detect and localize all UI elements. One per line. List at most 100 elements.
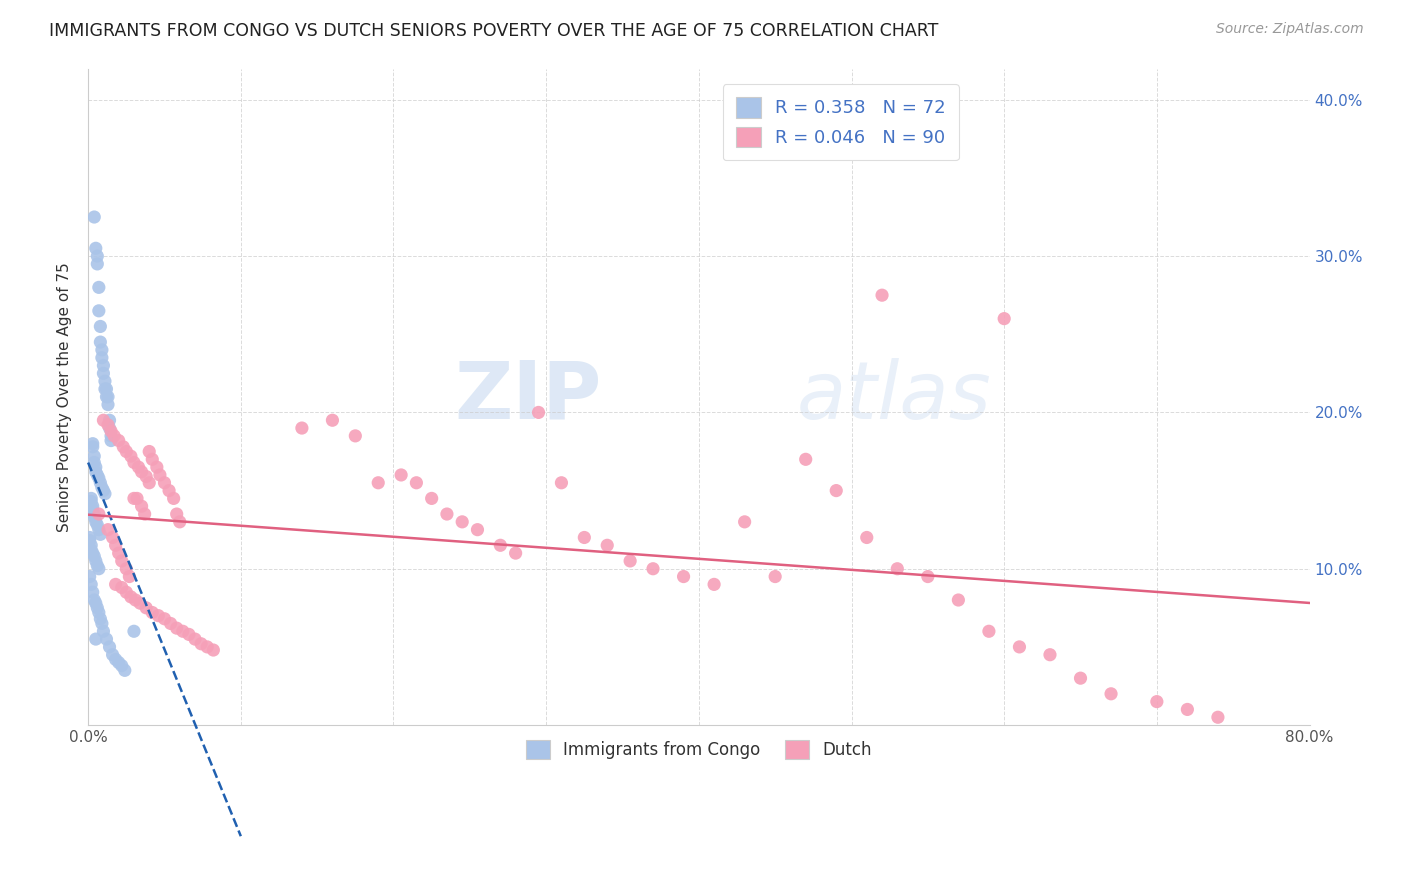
Text: Source: ZipAtlas.com: Source: ZipAtlas.com: [1216, 22, 1364, 37]
Point: [1070, 671, 1092, 685]
Point: [82, 500, 104, 514]
Point: [166, 621, 188, 635]
Point: [870, 288, 893, 302]
Point: [84, 465, 107, 479]
Point: [135, 469, 157, 483]
Point: [641, 562, 664, 576]
Point: [763, 569, 786, 583]
Point: [389, 467, 412, 482]
Point: [82, 546, 104, 560]
Point: [89, 527, 111, 541]
Point: [1008, 640, 1031, 654]
Point: [83, 210, 105, 224]
Point: [89, 612, 111, 626]
Point: [118, 569, 141, 583]
Point: [131, 500, 153, 514]
Point: [93, 413, 115, 427]
Point: [83, 593, 105, 607]
Point: [596, 538, 619, 552]
Point: [148, 608, 170, 623]
Point: [101, 648, 124, 662]
Point: [86, 518, 108, 533]
Point: [93, 359, 115, 373]
Point: [107, 546, 129, 560]
Point: [84, 554, 107, 568]
Point: [120, 590, 142, 604]
Point: [97, 417, 120, 432]
Point: [89, 319, 111, 334]
Point: [111, 658, 134, 673]
Point: [112, 440, 135, 454]
Point: [135, 600, 157, 615]
Point: [574, 531, 596, 545]
Point: [467, 523, 489, 537]
Point: [619, 554, 641, 568]
Point: [115, 444, 138, 458]
Point: [80, 577, 103, 591]
Point: [104, 538, 127, 552]
Point: [825, 483, 848, 498]
Point: [97, 398, 120, 412]
Point: [87, 507, 110, 521]
Point: [703, 577, 725, 591]
Point: [125, 491, 148, 506]
Point: [82, 585, 104, 599]
Point: [886, 562, 908, 576]
Point: [527, 405, 550, 419]
Point: [100, 424, 122, 438]
Point: [84, 241, 107, 255]
Point: [90, 351, 112, 365]
Point: [184, 632, 207, 646]
Point: [94, 382, 117, 396]
Point: [90, 343, 112, 357]
Point: [83, 507, 105, 521]
Point: [131, 465, 153, 479]
Point: [82, 502, 104, 516]
Point: [84, 596, 107, 610]
Text: ZIP: ZIP: [454, 358, 602, 436]
Point: [405, 475, 427, 490]
Point: [101, 531, 124, 545]
Point: [122, 624, 145, 639]
Point: [104, 652, 127, 666]
Point: [734, 515, 756, 529]
Point: [87, 471, 110, 485]
Point: [86, 249, 108, 263]
Point: [122, 455, 145, 469]
Point: [87, 523, 110, 537]
Point: [79, 533, 101, 548]
Point: [153, 612, 176, 626]
Point: [111, 581, 134, 595]
Point: [138, 475, 160, 490]
Point: [94, 486, 117, 500]
Point: [855, 531, 877, 545]
Point: [104, 577, 127, 591]
Point: [80, 494, 103, 508]
Point: [93, 624, 115, 639]
Point: [84, 515, 107, 529]
Point: [1099, 687, 1122, 701]
Point: [1146, 695, 1168, 709]
Point: [80, 538, 103, 552]
Point: [436, 507, 458, 521]
Point: [86, 467, 108, 482]
Point: [86, 558, 108, 573]
Point: [86, 257, 108, 271]
Point: [128, 460, 150, 475]
Point: [794, 452, 817, 467]
Point: [87, 303, 110, 318]
Point: [103, 429, 125, 443]
Point: [141, 606, 163, 620]
Point: [80, 491, 103, 506]
Point: [190, 637, 212, 651]
Point: [94, 374, 117, 388]
Point: [90, 616, 112, 631]
Point: [321, 413, 343, 427]
Point: [195, 640, 218, 654]
Point: [93, 483, 115, 498]
Point: [96, 390, 118, 404]
Point: [87, 280, 110, 294]
Point: [86, 600, 108, 615]
Point: [129, 596, 152, 610]
Point: [159, 616, 181, 631]
